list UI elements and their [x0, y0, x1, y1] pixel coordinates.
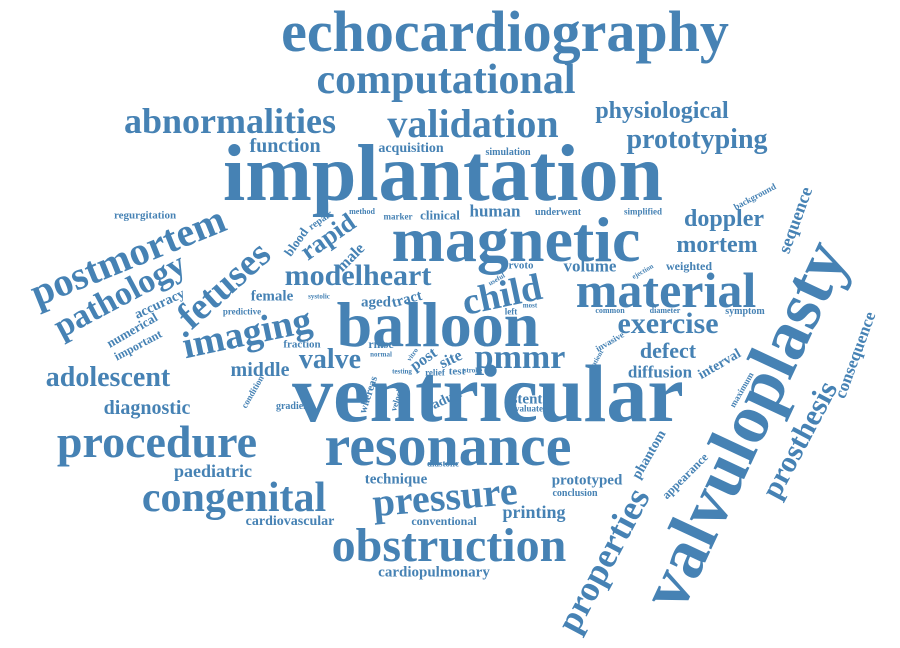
word-simulation: simulation — [485, 147, 531, 158]
word-symptom: symptom — [725, 306, 765, 317]
word-physiological: physiological — [595, 98, 729, 124]
word-aged: aged — [361, 294, 391, 311]
word-printing: printing — [502, 502, 566, 522]
word-magnetic: magnetic — [391, 204, 641, 275]
word-most: most — [522, 301, 538, 310]
word-defect: defect — [639, 338, 697, 363]
word-exercise: exercise — [617, 307, 719, 340]
word-computational: computational — [316, 57, 576, 103]
word-relief: relief — [425, 367, 445, 378]
word-cardiopulmonary: cardiopulmonary — [378, 564, 490, 581]
word-marker: marker — [383, 211, 413, 222]
word-adolescent: adolescent — [45, 362, 171, 393]
word-normal: normal — [370, 350, 392, 359]
word-implantation: implantation — [222, 130, 664, 218]
word-conclusion: conclusion — [552, 488, 598, 499]
word-human: human — [469, 201, 521, 221]
word-diastolic: diastolic — [426, 458, 460, 469]
word-acquisition: acquisition — [378, 141, 444, 156]
word-test: test — [448, 365, 466, 378]
word-evaluate: evaluate — [511, 403, 543, 414]
word-abnormalities: abnormalities — [124, 101, 336, 141]
word-diagnostic: diagnostic — [103, 397, 191, 419]
word-congenital: congenital — [141, 475, 327, 521]
word-female: female — [250, 288, 294, 305]
word-clinical: clinical — [420, 207, 460, 223]
word-technique: technique — [364, 471, 428, 488]
word-rmse: rmse — [368, 337, 394, 351]
word-simplified: simplified — [623, 206, 663, 217]
word-consequence: consequence — [830, 309, 880, 401]
word-gradient: gradient — [275, 401, 313, 412]
word-conventional: conventional — [411, 514, 477, 528]
word-cardiovascular: cardiovascular — [245, 514, 335, 529]
word-mortem: mortem — [676, 232, 758, 258]
word-middle: middle — [230, 359, 290, 381]
word-echocardiography: echocardiography — [281, 0, 729, 64]
word-stroke: stroke — [463, 366, 483, 375]
word-function: function — [249, 135, 321, 157]
word-underwent: underwent — [534, 207, 582, 218]
word-resonance: resonance — [324, 413, 572, 478]
word-pmmr: pmmr — [474, 339, 566, 376]
word-weighted: weighted — [666, 259, 712, 273]
word-diameter: diameter — [649, 306, 681, 315]
word-valve: valve — [298, 344, 362, 375]
word-left: left — [504, 306, 518, 317]
word-fraction: fraction — [283, 338, 321, 351]
word-volume: volume — [563, 256, 617, 276]
word-testing: testing — [392, 367, 412, 376]
word-obstruction: obstruction — [331, 519, 567, 572]
word-regurgitation: regurgitation — [113, 209, 177, 222]
word-doppler: doppler — [683, 206, 765, 232]
word-balloon: balloon — [336, 289, 540, 360]
word-stent: stent — [511, 391, 543, 408]
word-rvoto: rvoto — [508, 259, 534, 272]
word-diffusion: diffusion — [627, 362, 693, 382]
word-common: common — [595, 306, 625, 315]
word-validation: validation — [387, 101, 559, 146]
word-paediatric: paediatric — [174, 461, 252, 481]
word-predictive: predictive — [222, 306, 262, 317]
word-prototyped: prototyped — [551, 472, 623, 489]
word-systolic: systolic — [308, 292, 330, 301]
word-modelheart: modelheart — [284, 259, 432, 292]
word-procedure: procedure — [56, 416, 258, 467]
word-material: material — [575, 262, 757, 318]
word-ventricular: ventricular — [292, 348, 684, 439]
word-prototyping: prototyping — [626, 124, 768, 155]
word-method: method — [349, 207, 375, 216]
